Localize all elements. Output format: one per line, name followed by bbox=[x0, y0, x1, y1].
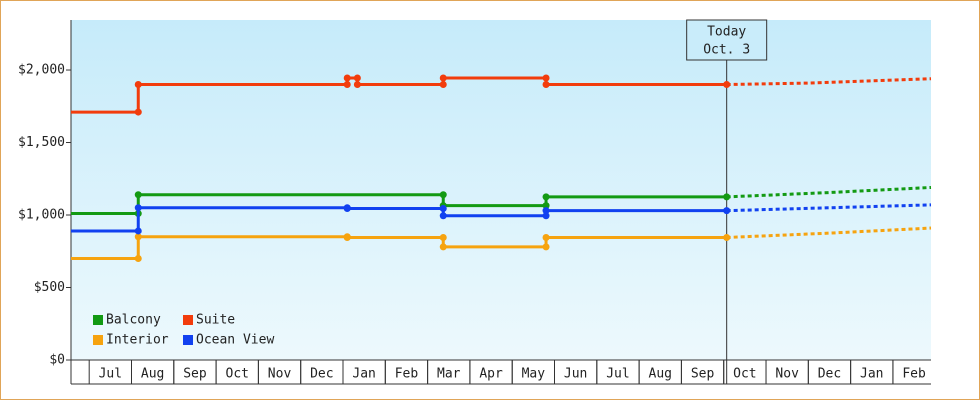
point bbox=[343, 74, 351, 82]
point bbox=[542, 202, 550, 210]
point bbox=[542, 243, 550, 251]
x-tick-label: Dec bbox=[818, 367, 841, 382]
y-tick-label: $500 bbox=[34, 280, 65, 295]
legend-swatch bbox=[93, 335, 103, 345]
point bbox=[723, 233, 731, 241]
point bbox=[439, 74, 447, 82]
y-tick-label: $2,000 bbox=[18, 63, 65, 78]
legend-label: Ocean View bbox=[196, 333, 274, 348]
legend-swatch bbox=[93, 315, 103, 325]
point bbox=[439, 81, 447, 89]
x-tick-label: Oct bbox=[733, 367, 756, 382]
x-tick-label: Sep bbox=[183, 367, 207, 382]
x-tick-label: Nov bbox=[268, 367, 292, 382]
point bbox=[439, 243, 447, 251]
x-tick-label: Jul bbox=[606, 367, 629, 382]
legend-swatch bbox=[183, 335, 193, 345]
point bbox=[723, 81, 731, 89]
point bbox=[134, 204, 142, 212]
x-tick-label: Feb bbox=[902, 367, 926, 382]
y-tick-label: $0 bbox=[49, 353, 65, 368]
today-box bbox=[686, 19, 768, 61]
x-tick-label: Aug bbox=[141, 367, 164, 382]
point bbox=[134, 255, 142, 263]
x-tick-label: Sep bbox=[691, 367, 715, 382]
point bbox=[343, 81, 351, 89]
point bbox=[353, 74, 361, 82]
point bbox=[542, 212, 550, 220]
x-tick-label: Dec bbox=[310, 367, 333, 382]
plot-area bbox=[71, 20, 931, 360]
today-label: Oct. 3 bbox=[703, 43, 750, 58]
y-tick-label: $1,500 bbox=[18, 135, 65, 150]
point bbox=[542, 74, 550, 82]
point bbox=[439, 204, 447, 212]
point bbox=[542, 193, 550, 201]
x-tick-label: Mar bbox=[437, 367, 461, 382]
x-tick-label: May bbox=[522, 367, 546, 382]
legend-swatch bbox=[183, 315, 193, 325]
forecast-line bbox=[726, 226, 932, 239]
point bbox=[542, 81, 550, 89]
point bbox=[723, 193, 731, 201]
x-tick-label: Jan bbox=[860, 367, 883, 382]
point bbox=[134, 227, 142, 235]
x-tick-label: Oct bbox=[226, 367, 249, 382]
point bbox=[542, 207, 550, 215]
x-tick-label: Apr bbox=[479, 367, 503, 382]
point bbox=[134, 108, 142, 116]
point bbox=[353, 81, 361, 89]
x-tick-label: Jun bbox=[564, 367, 587, 382]
point bbox=[439, 212, 447, 220]
forecast-line bbox=[726, 185, 932, 199]
x-tick-label: Nov bbox=[775, 367, 799, 382]
x-tick-label: Jan bbox=[352, 367, 375, 382]
forecast-line bbox=[726, 77, 932, 87]
point bbox=[343, 204, 351, 212]
point bbox=[439, 191, 447, 199]
y-tick-label: $1,000 bbox=[18, 208, 65, 223]
x-tick-label: Aug bbox=[649, 367, 672, 382]
point bbox=[134, 191, 142, 199]
point bbox=[723, 207, 731, 215]
forecast-line bbox=[726, 203, 932, 213]
legend-label: Interior bbox=[106, 333, 169, 348]
point bbox=[134, 81, 142, 89]
today-label: Today bbox=[707, 25, 746, 40]
legend-label: Suite bbox=[196, 313, 235, 328]
point bbox=[134, 233, 142, 241]
x-tick-label: Jul bbox=[99, 367, 122, 382]
point bbox=[439, 233, 447, 241]
x-tick-label: Feb bbox=[395, 367, 419, 382]
point bbox=[542, 233, 550, 241]
series-line bbox=[71, 235, 727, 261]
legend-label: Balcony bbox=[106, 313, 161, 328]
point bbox=[343, 233, 351, 241]
